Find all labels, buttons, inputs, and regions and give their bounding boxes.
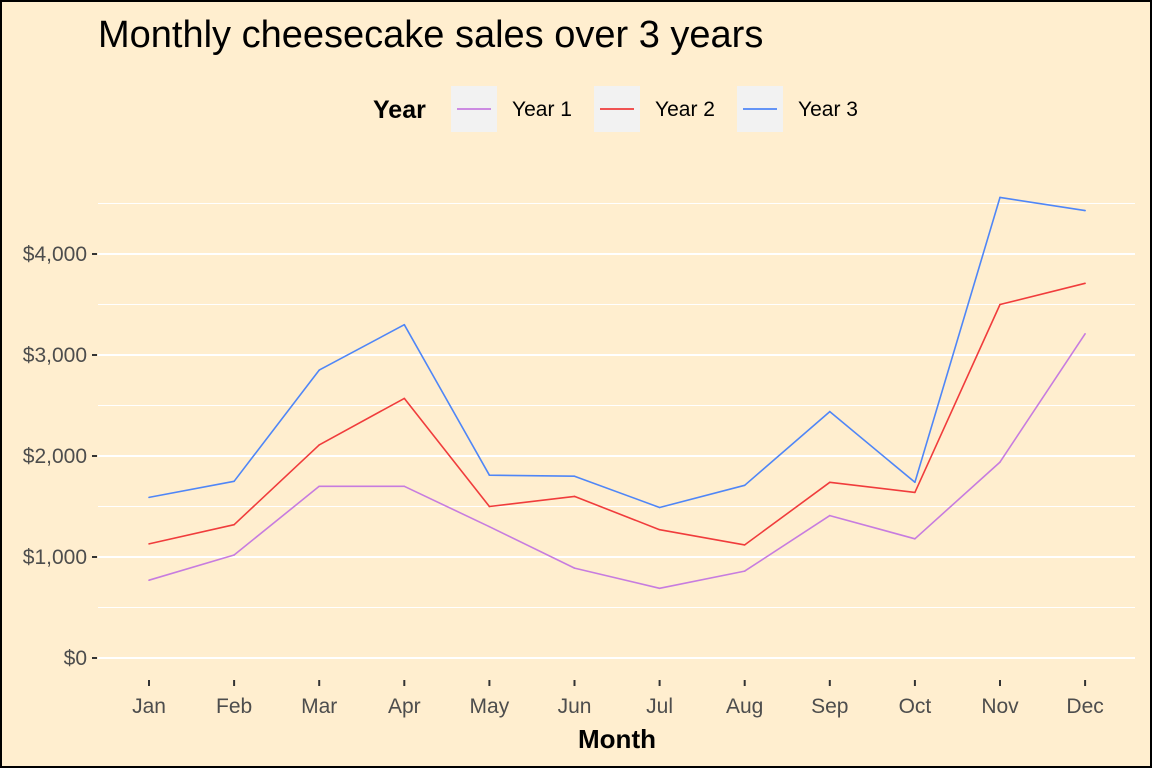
data-point	[318, 369, 321, 371]
data-point	[318, 485, 321, 488]
data-point	[658, 506, 661, 509]
data-point	[403, 397, 406, 400]
data-point	[999, 196, 1001, 199]
data-point	[148, 579, 150, 582]
data-point	[1084, 209, 1086, 212]
data-point	[573, 495, 576, 498]
y-tick-label: $3,000	[23, 344, 87, 367]
gridlines	[98, 203, 1135, 659]
x-tick-label: Apr	[388, 695, 421, 718]
data-point	[488, 525, 491, 528]
y-axis: $0 $1,000 $2,000 $3,000 $4,000	[23, 243, 97, 670]
data-point	[403, 485, 406, 488]
x-tick-label: Jun	[558, 695, 592, 718]
y-tick-label: $4,000	[23, 243, 87, 266]
x-tick-label: May	[470, 695, 510, 718]
x-tick-label: Jul	[646, 695, 673, 718]
data-point	[488, 505, 491, 508]
data-point	[914, 491, 916, 494]
series-lines	[148, 196, 1086, 590]
chart-title: Monthly cheesecake sales over 3 years	[98, 14, 763, 56]
x-tick-label: Jan	[132, 695, 166, 718]
data-point	[743, 570, 746, 572]
data-point	[573, 475, 576, 478]
data-point	[999, 303, 1001, 306]
data-point	[658, 587, 661, 590]
legend-title: Year	[373, 96, 426, 124]
data-point	[829, 410, 831, 413]
series-line-year-3	[148, 196, 1086, 509]
data-point	[233, 523, 235, 526]
x-tick-label: Mar	[301, 695, 337, 718]
x-tick-label: Sep	[811, 695, 848, 718]
x-tick-label: Oct	[899, 695, 932, 718]
y-tick-label: $2,000	[23, 445, 87, 468]
data-point	[1084, 282, 1086, 285]
data-point	[318, 444, 321, 446]
data-point	[488, 474, 491, 476]
x-tick-label: Feb	[216, 695, 252, 718]
x-axis-title: Month	[578, 724, 656, 754]
data-point	[1084, 332, 1086, 335]
data-point	[148, 543, 150, 545]
x-axis: Jan Feb Mar Apr May Jun Jul Aug Sep Oct Nov Dec	[132, 680, 1104, 718]
series-line-year-1	[148, 333, 1086, 590]
y-tick-label: $1,000	[23, 546, 87, 569]
data-point	[743, 484, 746, 487]
x-tick-label: Nov	[981, 695, 1019, 718]
data-point	[829, 481, 831, 484]
x-tick-label: Aug	[726, 695, 763, 718]
data-point	[999, 461, 1001, 463]
data-point	[233, 480, 235, 483]
legend-label: Year 3	[798, 98, 858, 121]
data-point	[233, 554, 235, 556]
legend-label: Year 2	[655, 98, 715, 121]
data-point	[743, 544, 746, 546]
data-point	[148, 496, 150, 499]
legend: Year Year 1 Year 2 Year 3	[373, 86, 858, 132]
data-point	[658, 528, 661, 531]
data-point	[914, 481, 916, 484]
data-point	[914, 538, 916, 540]
x-tick-label: Dec	[1066, 695, 1103, 718]
y-tick-label: $0	[64, 647, 87, 670]
data-point	[403, 323, 406, 326]
data-point	[829, 514, 831, 517]
data-point	[573, 567, 576, 569]
series-line-year-2	[148, 282, 1086, 546]
legend-label: Year 1	[512, 98, 572, 121]
